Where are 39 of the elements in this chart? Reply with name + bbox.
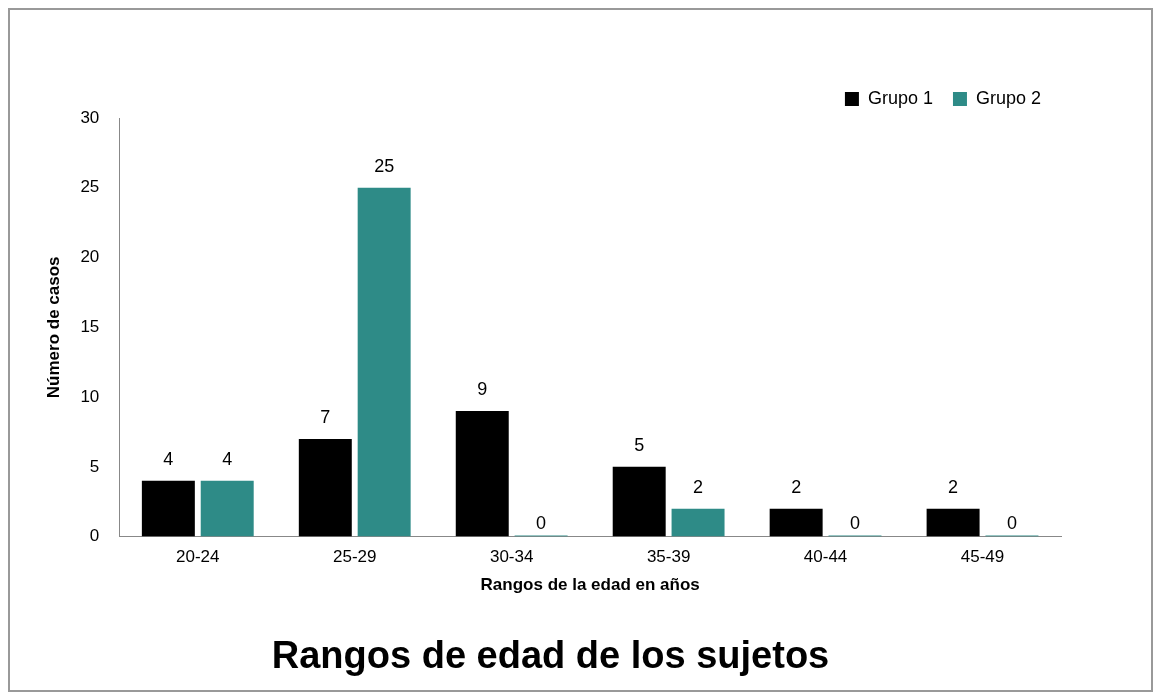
y-tick-label: 15 [80, 316, 100, 336]
bar [200, 480, 254, 537]
y-axis-title: Número de casos [43, 256, 63, 399]
bar [357, 187, 411, 537]
data-label: 7 [320, 406, 331, 427]
y-tick-label: 5 [89, 456, 100, 476]
legend-label: Grupo 2 [975, 87, 1042, 108]
x-tick-label: 25-29 [332, 547, 377, 567]
bar [926, 508, 980, 537]
x-tick-label: 30-34 [489, 547, 534, 567]
bar [141, 480, 195, 537]
data-label: 0 [536, 512, 547, 533]
y-tick-label: 0 [89, 526, 100, 546]
data-label: 4 [163, 448, 174, 469]
bar [455, 411, 509, 537]
y-tick-label: 25 [80, 177, 100, 197]
data-label: 4 [222, 448, 233, 469]
bar [769, 508, 823, 537]
data-label: 0 [850, 512, 861, 533]
bar [671, 508, 725, 537]
x-tick-label: 40-44 [803, 547, 848, 567]
data-label: 0 [1006, 512, 1017, 533]
y-tick-label: 10 [80, 386, 100, 406]
data-label: 2 [948, 476, 959, 497]
bar [612, 466, 666, 537]
x-axis-title: Rangos de la edad en años [480, 574, 700, 594]
data-label: 2 [791, 476, 802, 497]
y-tick-label: 20 [80, 247, 100, 267]
legend-label: Grupo 1 [867, 87, 933, 108]
data-label: 5 [634, 434, 645, 455]
x-tick-label: 45-49 [960, 547, 1005, 567]
text: Rangos de edad de los sujetos [271, 633, 830, 676]
x-tick-label: 20-24 [176, 547, 220, 567]
x-tick-label: 35-39 [646, 547, 691, 567]
data-label: 2 [693, 476, 704, 497]
bar [298, 438, 352, 537]
y-tick-label: 30 [80, 107, 100, 127]
data-label: 9 [477, 378, 488, 399]
data-label: 25 [374, 155, 395, 176]
